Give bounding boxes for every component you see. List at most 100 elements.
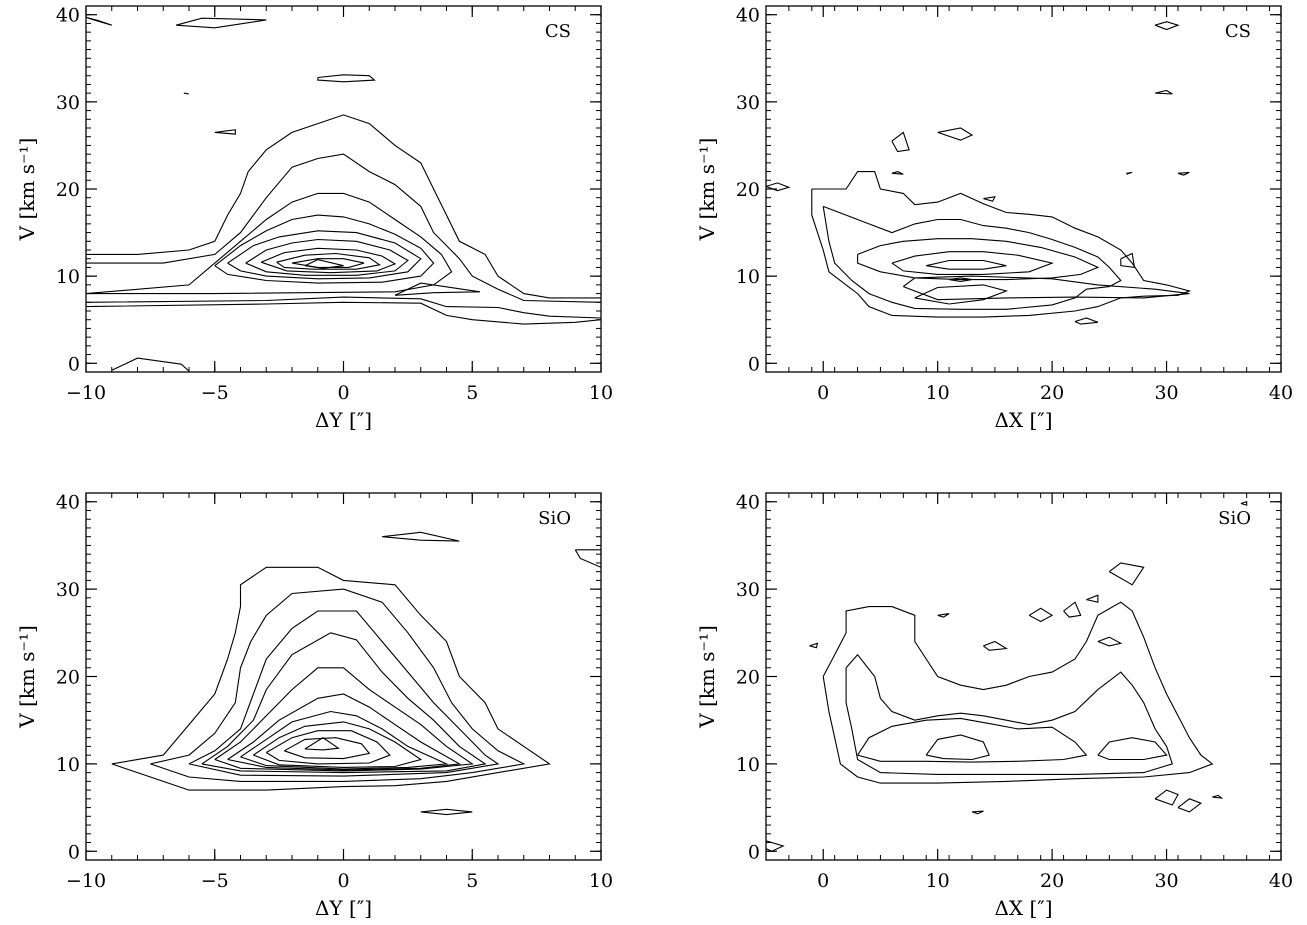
contour-group: [86, 16, 601, 372]
contour-line: [86, 296, 601, 319]
contour-line: [811, 171, 1192, 318]
contour-line: [926, 259, 1007, 270]
x-tick-label: 20: [1040, 382, 1064, 404]
contour-line: [382, 531, 460, 542]
y-tick-label: 30: [56, 579, 80, 601]
contour-line: [227, 230, 422, 280]
y-tick-label: 30: [736, 92, 760, 114]
y-axis-label: V [km s⁻¹]: [15, 138, 39, 242]
y-tick-label: 10: [736, 754, 760, 776]
contour-line: [1086, 594, 1099, 603]
contour-line: [227, 693, 462, 771]
contour-line: [809, 642, 819, 649]
contour-line: [111, 566, 551, 791]
contour-line: [175, 17, 267, 29]
contour-line: [291, 258, 365, 268]
y-tick-label: 20: [56, 667, 80, 689]
contour-line: [1154, 789, 1179, 806]
plot-frame: [85, 5, 602, 373]
contour-line: [1097, 737, 1168, 761]
contour-line: [983, 640, 1008, 651]
contour-line: [260, 247, 397, 274]
contour-line: [1097, 636, 1123, 647]
contour-line: [276, 252, 382, 270]
x-tick-label: 10: [589, 870, 613, 892]
x-tick-label: 0: [817, 870, 829, 892]
y-tick-label: 0: [748, 841, 760, 863]
x-tick-label: 40: [1269, 870, 1293, 892]
y-tick-label: 0: [748, 353, 760, 375]
contour-line: [1240, 500, 1248, 506]
contour-line: [845, 653, 1173, 775]
x-tick-label: 5: [466, 382, 478, 404]
contour-line: [111, 357, 190, 372]
contour-line: [201, 632, 487, 774]
x-tick-label: 0: [337, 870, 349, 892]
contour-line: [971, 810, 984, 815]
x-tick-label: 0: [337, 382, 349, 404]
contour-line: [1177, 798, 1203, 813]
y-tick-label: 0: [68, 353, 80, 375]
y-tick-label: 10: [56, 754, 80, 776]
contour-line: [266, 730, 391, 765]
contour-line: [214, 129, 236, 135]
x-tick-label: 10: [926, 382, 950, 404]
contour-line: [1212, 794, 1224, 799]
contour-group: [111, 531, 601, 816]
x-tick-label: −5: [201, 870, 229, 892]
contour-line: [1028, 607, 1054, 623]
species-label: CS: [1225, 21, 1251, 42]
contour-line: [150, 588, 526, 782]
contour-line: [766, 182, 791, 192]
contour-group: [766, 21, 1192, 325]
species-label: CS: [545, 21, 571, 42]
contour-line: [766, 840, 785, 852]
contour-line: [1154, 89, 1173, 95]
contour-line: [949, 277, 973, 282]
plot-frame: [85, 492, 602, 861]
panel-top-right: 0 10 20 30 40 0 10 20 30 40 ΔX [″] V [km s⁻¹] CS: [695, 5, 1293, 432]
y-tick-label: 20: [736, 667, 760, 689]
contour-line: [857, 717, 1088, 763]
x-tick-label: 30: [1154, 870, 1178, 892]
y-tick-label: 30: [736, 579, 760, 601]
panel-top-left: −10 −5 0 5 10 0 10 20 30 40 ΔY [″] V [km s⁻¹] CS: [15, 5, 613, 432]
y-tick-label: 20: [736, 179, 760, 201]
contour-line: [1063, 601, 1082, 618]
contour-line: [86, 301, 601, 325]
contour-line: [1126, 171, 1133, 175]
contour-line: [1177, 171, 1190, 176]
contour-line: [214, 214, 435, 284]
x-tick-label: 0: [817, 382, 829, 404]
contour-line: [902, 275, 1190, 301]
panel-bottom-left: −10 −5 0 5 10 0 10 20 30 40 ΔY [″] V [km s⁻¹] SiO: [15, 492, 613, 920]
y-axis-label: V [km s⁻¹]: [695, 625, 719, 729]
y-tick-label: 40: [56, 5, 80, 27]
contour-line: [1154, 21, 1180, 31]
contour-line: [394, 282, 481, 296]
contour-line: [86, 153, 601, 303]
contour-line: [86, 114, 601, 299]
contour-line: [183, 92, 190, 95]
contour-line: [304, 737, 340, 751]
y-tick-label: 20: [56, 179, 80, 201]
x-tick-label: 30: [1154, 382, 1178, 404]
contour-line: [925, 734, 990, 761]
x-tick-label: 40: [1269, 382, 1293, 404]
x-axis-label: ΔX [″]: [994, 408, 1052, 432]
contour-line: [284, 737, 371, 760]
x-tick-label: −10: [66, 870, 106, 892]
y-tick-label: 40: [56, 492, 80, 514]
y-tick-label: 40: [736, 492, 760, 514]
x-tick-label: 10: [926, 870, 950, 892]
y-axis-label: V [km s⁻¹]: [695, 138, 719, 242]
contour-line: [253, 721, 423, 768]
x-tick-label: 10: [589, 382, 613, 404]
contour-line: [574, 549, 601, 568]
contour-line: [857, 238, 1100, 281]
contour-line: [86, 16, 112, 26]
contour-line: [891, 131, 910, 153]
contour-line: [86, 192, 453, 295]
y-tick-label: 0: [68, 841, 80, 863]
